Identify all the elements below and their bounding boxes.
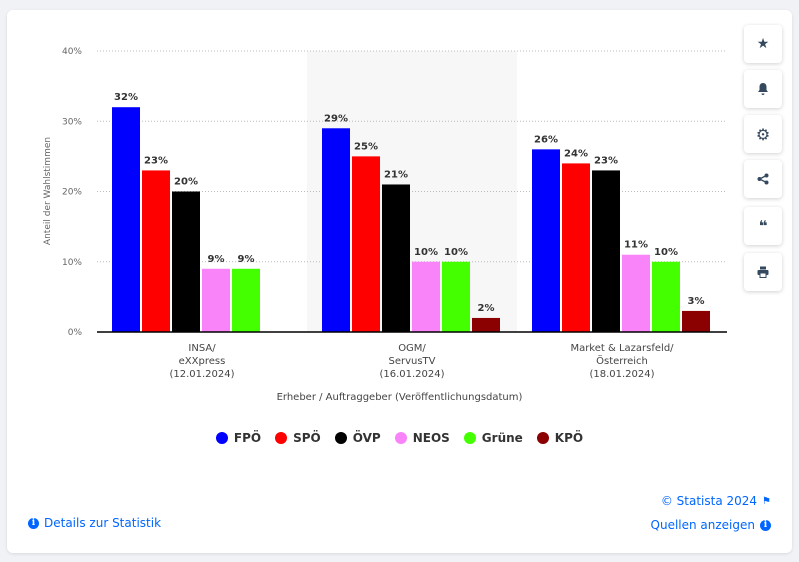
legend: FPÖ SPÖ ÖVP NEOS Grüne KPÖ — [0, 431, 799, 445]
legend-item-KPÖ[interactable]: KPÖ — [536, 431, 584, 445]
y-axis-title: Anteil der Wahlstimmen — [43, 137, 53, 245]
legend-label: SPÖ — [293, 431, 321, 445]
bar-FPÖ — [322, 128, 350, 332]
legend-label: NEOS — [412, 431, 450, 445]
data-label: 23% — [594, 155, 618, 166]
legend-label: Grüne — [481, 431, 523, 445]
bar-NEOS — [202, 268, 230, 332]
cite-button[interactable]: ❝ — [744, 207, 782, 245]
bar-SPÖ — [352, 156, 380, 332]
legend-dot — [463, 432, 476, 444]
gear-icon: ⚙ — [755, 124, 771, 144]
x-tick-label: Market & Lazarsfeld/ — [570, 343, 674, 354]
star-icon: ★ — [756, 36, 770, 52]
data-label: 21% — [384, 169, 408, 180]
quote-icon: ❝ — [758, 217, 768, 235]
legend-dot — [275, 432, 288, 444]
x-tick-label: (16.01.2024) — [379, 369, 444, 380]
info-icon: i — [28, 517, 39, 529]
bar-SPÖ — [142, 170, 170, 332]
bar-ÖVP — [172, 191, 200, 332]
bar-KPÖ — [682, 310, 710, 332]
x-tick-label: ServusTV — [388, 356, 435, 367]
legend-item-ÖVP[interactable]: ÖVP — [334, 431, 381, 445]
bar-FPÖ — [112, 107, 140, 332]
notification-button[interactable] — [744, 70, 782, 108]
x-tick-label: (18.01.2024) — [589, 369, 654, 380]
bar-ÖVP — [592, 170, 620, 332]
x-tick-label: eXXpress — [179, 356, 226, 367]
sources-link[interactable]: Quellen anzeigen i — [651, 518, 771, 532]
favorite-button[interactable]: ★ — [744, 25, 782, 63]
print-icon — [757, 266, 769, 278]
data-label: 9% — [208, 254, 225, 265]
legend-dot — [536, 432, 549, 444]
details-link[interactable]: i Details zur Statistik — [28, 516, 161, 530]
data-label: 25% — [354, 141, 378, 152]
x-tick-label: OGM/ — [398, 343, 426, 354]
legend-item-NEOS[interactable]: NEOS — [394, 431, 450, 445]
x-tick-label: Österreich — [596, 354, 648, 367]
legend-item-Grüne[interactable]: Grüne — [463, 431, 523, 445]
bar-chart: 0% 10% 20% 30% 40% Anteil der Wahlstimmen 32% 2… — [43, 47, 727, 380]
data-label: 10% — [654, 247, 678, 258]
flag-icon: ⚑ — [762, 495, 771, 507]
bar-NEOS — [412, 261, 440, 332]
bar-SPÖ — [562, 163, 590, 332]
legend-dot — [215, 432, 228, 444]
data-label: 3% — [688, 296, 705, 307]
bell-icon — [758, 82, 768, 95]
print-button[interactable] — [744, 253, 782, 291]
legend-label: FPÖ — [233, 431, 262, 445]
data-label: 26% — [534, 134, 558, 145]
data-label: 24% — [564, 148, 588, 159]
data-label: 10% — [444, 247, 468, 258]
data-label: 11% — [624, 240, 648, 251]
data-label: 2% — [478, 303, 495, 314]
data-label: 29% — [324, 113, 348, 124]
y-tick-label: 40% — [62, 47, 82, 57]
y-tick-label: 10% — [62, 258, 82, 268]
x-tick-label: INSA/ — [188, 343, 216, 354]
y-tick-label: 20% — [62, 188, 82, 198]
bar-Grüne — [232, 268, 260, 332]
legend-item-FPÖ[interactable]: FPÖ — [215, 431, 262, 445]
data-label: 20% — [174, 177, 198, 188]
share-icon — [757, 173, 769, 185]
details-text: Details zur Statistik — [44, 516, 162, 530]
bar-KPÖ — [472, 317, 500, 332]
bar-Grüne — [652, 261, 680, 332]
legend-label: ÖVP — [352, 431, 381, 445]
bar-FPÖ — [532, 149, 560, 332]
info-icon: i — [760, 519, 771, 531]
legend-dot — [334, 432, 347, 444]
y-tick-label: 30% — [62, 117, 82, 127]
settings-button[interactable]: ⚙ — [744, 115, 782, 153]
data-label: 32% — [114, 92, 138, 103]
copyright-text: © Statista 2024 — [660, 494, 758, 508]
data-label: 9% — [238, 254, 255, 265]
x-axis-title: Erheber / Auftraggeber (Veröffentlichung… — [276, 392, 523, 403]
legend-label: KPÖ — [554, 431, 584, 445]
y-tick-label: 0% — [68, 328, 83, 338]
sources-text: Quellen anzeigen — [650, 518, 755, 532]
bar-Grüne — [442, 261, 470, 332]
bar-NEOS — [622, 254, 650, 332]
bar-ÖVP — [382, 184, 410, 332]
x-tick-label: (12.01.2024) — [169, 369, 234, 380]
legend-item-SPÖ[interactable]: SPÖ — [275, 431, 321, 445]
copyright-link[interactable]: © Statista 2024 ⚑ — [661, 494, 771, 508]
data-label: 10% — [414, 247, 438, 258]
legend-dot — [394, 432, 407, 444]
data-label: 23% — [144, 155, 168, 166]
share-button[interactable] — [744, 160, 782, 198]
